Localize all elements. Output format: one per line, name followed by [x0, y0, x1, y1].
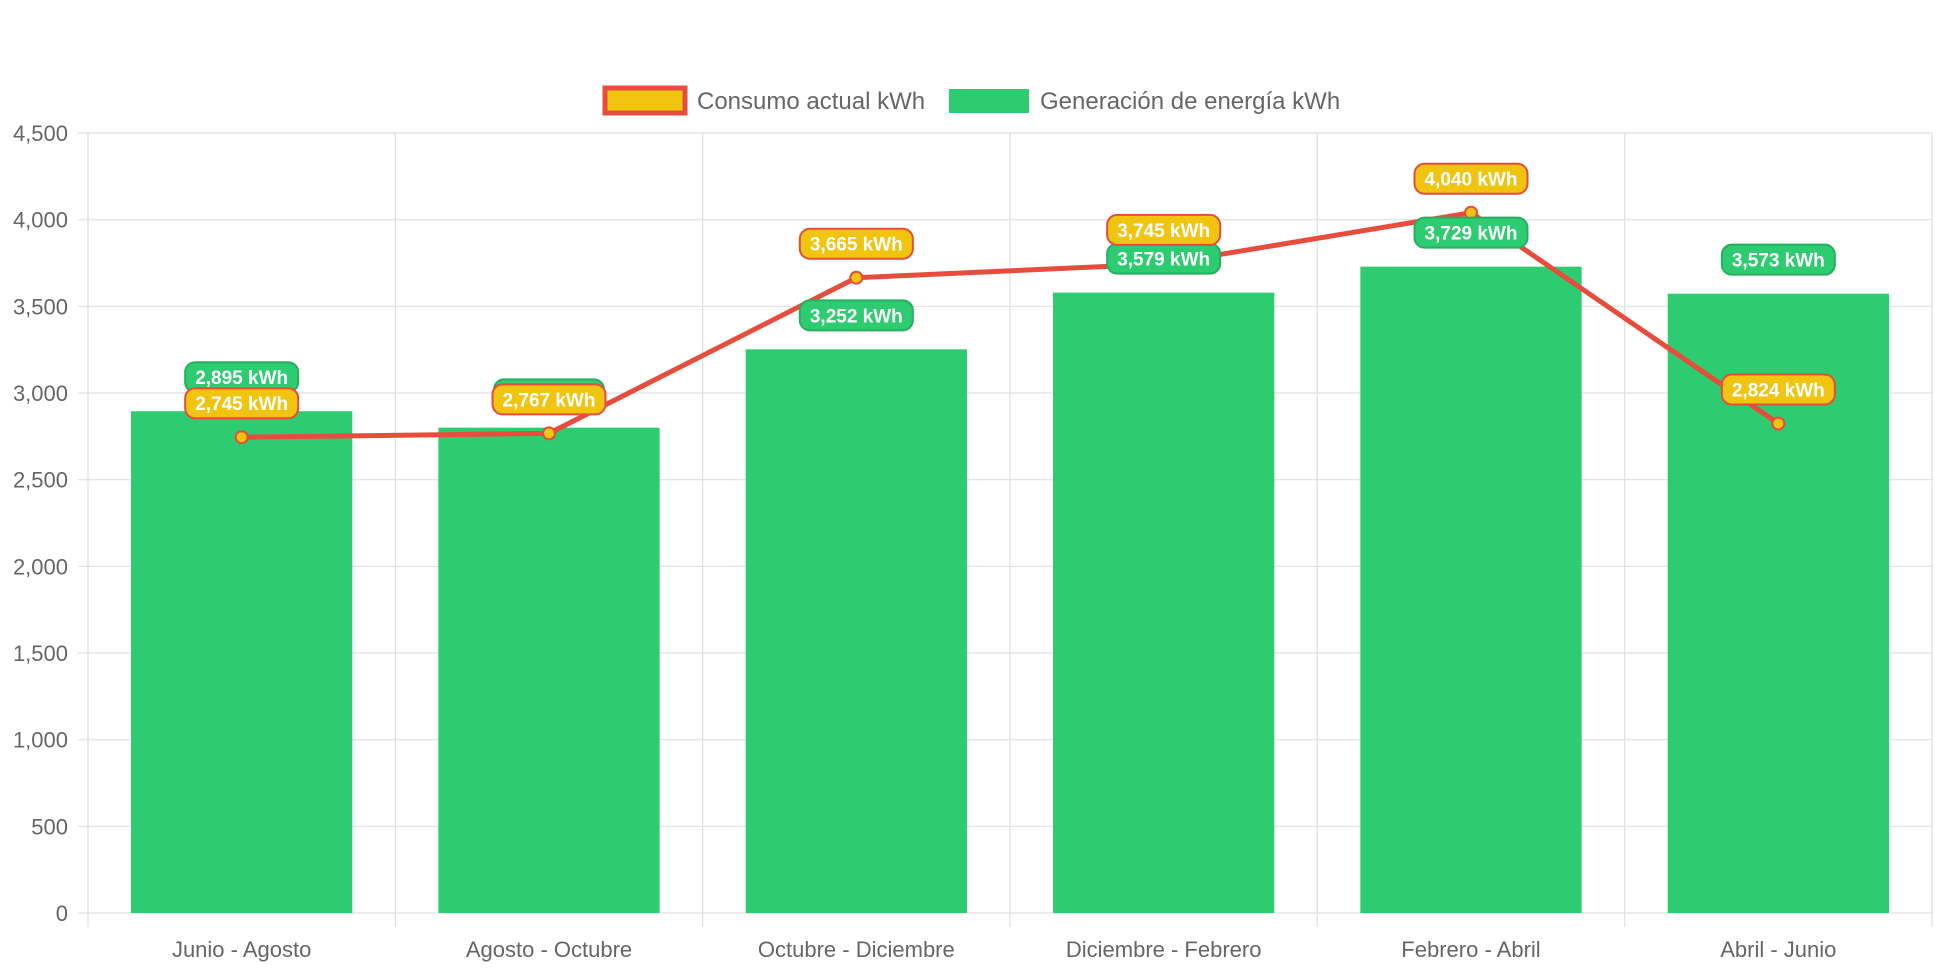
grid [78, 132, 1933, 927]
bar[interactable] [1360, 266, 1582, 913]
x-tick-label: Octubre - Diciembre [758, 937, 955, 962]
bar[interactable] [745, 349, 967, 913]
bar-value-label-group: 3,579 kWh [1106, 242, 1222, 275]
line-value-label: 2,767 kWh [503, 390, 596, 411]
bar-value-label-group: 3,252 kWh [798, 299, 914, 332]
legend-label-generacion[interactable]: Generación de energía kWh [1040, 88, 1340, 115]
y-tick-label: 3,000 [13, 381, 68, 406]
legend-label-consumo[interactable]: Consumo actual kWh [697, 88, 925, 115]
line-value-label-group: 2,745 kWh [184, 387, 300, 420]
y-tick-label: 1,000 [13, 728, 68, 753]
line-value-label-bg [1720, 373, 1836, 406]
bar-value-label: 3,573 kWh [1732, 251, 1825, 272]
x-tick-label: Diciembre - Febrero [1066, 937, 1262, 962]
y-tick-label: 1,500 [13, 641, 68, 666]
line-point[interactable] [1771, 416, 1786, 431]
legend: Consumo actual kWh Generación de energía… [602, 85, 1340, 116]
line-value-label: 2,824 kWh [1732, 381, 1825, 402]
bar[interactable] [1053, 292, 1275, 913]
y-tick-label: 500 [31, 814, 68, 839]
bar-value-label: 3,729 kWh [1425, 224, 1518, 245]
x-tick-label: Abril - Junio [1720, 937, 1836, 962]
x-tick-label: Junio - Agosto [172, 937, 311, 962]
line-value-label: 2,745 kWh [195, 394, 288, 415]
bar[interactable] [438, 427, 660, 913]
line-point[interactable] [849, 270, 864, 285]
line-path [241, 210, 1780, 440]
y-tick-label: 4,000 [13, 208, 68, 233]
line-value-label-group: 3,745 kWh [1106, 213, 1222, 246]
y-tick-label: 2,000 [13, 554, 68, 579]
line-value-label-bg [1106, 213, 1222, 246]
bar-value-label-group: 3,729 kWh [1413, 216, 1529, 249]
line-value-label-bg [184, 387, 300, 420]
line-value-label-bg [798, 227, 914, 260]
data-labels: 2,895 kWh 3,252 kWh 3,579 kWh 3,729 kWh 3,57… [184, 162, 1836, 420]
bar-value-label-group: 2,895 kWh [184, 361, 300, 394]
line-point[interactable] [542, 426, 556, 441]
bar-series [131, 266, 1889, 913]
line-value-label-group: 2,767 kWh [491, 383, 607, 416]
line-value-label-bg [491, 383, 607, 416]
y-tick-label: 4,500 [13, 121, 68, 146]
bar-value-label-bg [1720, 243, 1836, 276]
y-tick-label: 3,500 [13, 294, 68, 319]
line-value-label-group: 3,665 kWh [798, 227, 914, 260]
x-tick-label: Febrero - Abril [1401, 937, 1540, 962]
line-value-label: 3,665 kWh [810, 235, 903, 256]
x-tick-label: Agosto - Octubre [466, 937, 632, 962]
bar-value-label: 2,895 kWh [195, 368, 288, 389]
bar-value-label-group: 3,573 kWh [1720, 243, 1836, 276]
bar[interactable] [131, 411, 353, 913]
bar-value-label: 3,579 kWh [1117, 250, 1210, 271]
y-tick-label: 2,500 [13, 468, 68, 493]
line-point[interactable] [234, 430, 249, 445]
line-value-label-group: 2,824 kWh [1720, 373, 1836, 406]
legend-swatch-consumo[interactable] [602, 85, 688, 116]
line-value-label-group: 4,040 kWh [1413, 162, 1529, 195]
legend-swatch-generacion[interactable] [949, 89, 1029, 113]
bar-value-label: 3,252 kWh [810, 306, 903, 327]
bar-value-label-bg [798, 299, 914, 332]
bar-value-label-bg [1413, 216, 1529, 249]
axes: 0 500 1,000 1,500 2,000 2,500 3,000 3,500 4,000 4… [13, 121, 1836, 962]
line-value-label: 3,745 kWh [1117, 221, 1210, 242]
y-tick-label: 0 [56, 901, 68, 926]
line-value-label-bg [1413, 162, 1529, 195]
line-value-label: 4,040 kWh [1425, 170, 1518, 191]
